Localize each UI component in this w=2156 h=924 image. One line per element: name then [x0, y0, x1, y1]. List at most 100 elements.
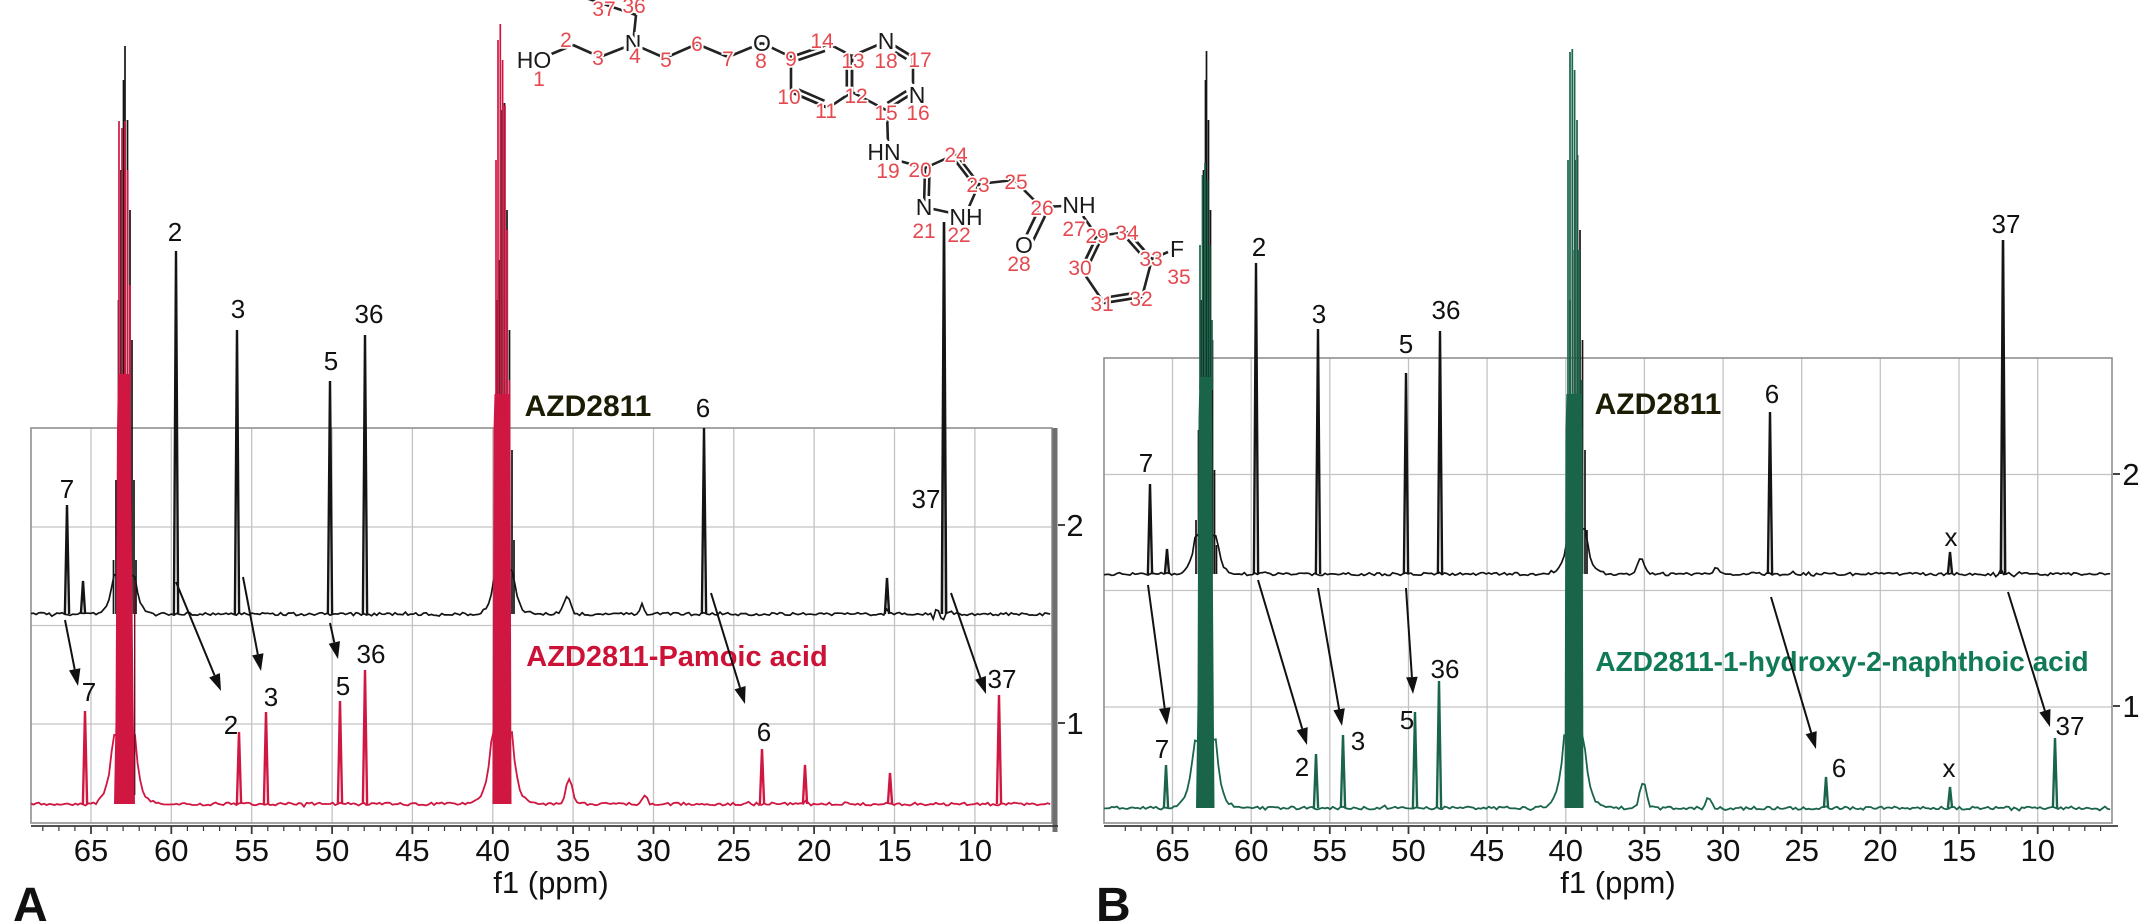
svg-text:7: 7 [722, 48, 734, 71]
svg-text:27: 27 [1062, 218, 1085, 241]
svg-text:36: 36 [622, 0, 645, 18]
svg-text:25: 25 [717, 833, 751, 868]
svg-text:16: 16 [906, 102, 929, 125]
svg-text:7: 7 [1155, 734, 1169, 764]
svg-text:35: 35 [1627, 833, 1661, 868]
svg-text:x: x [1945, 522, 1958, 552]
svg-text:17: 17 [908, 49, 931, 72]
svg-text:33: 33 [1139, 248, 1162, 271]
svg-text:4: 4 [629, 45, 641, 68]
svg-text:10: 10 [2020, 833, 2054, 868]
svg-text:37: 37 [2056, 711, 2085, 741]
svg-text:3: 3 [592, 47, 604, 70]
svg-text:2: 2 [168, 217, 182, 247]
svg-text:37: 37 [592, 0, 615, 21]
svg-text:55: 55 [234, 833, 268, 868]
svg-text:30: 30 [636, 833, 670, 868]
svg-text:N: N [916, 194, 933, 220]
svg-text:2: 2 [1295, 752, 1309, 782]
svg-text:5: 5 [660, 49, 672, 72]
svg-text:6: 6 [1832, 753, 1846, 783]
svg-text:65: 65 [74, 833, 108, 868]
svg-text:60: 60 [154, 833, 188, 868]
svg-text:f1 (ppm): f1 (ppm) [493, 865, 608, 900]
svg-text:18: 18 [874, 50, 897, 73]
svg-text:20: 20 [908, 159, 931, 182]
svg-text:6: 6 [691, 33, 703, 56]
svg-text:8: 8 [755, 50, 767, 73]
svg-text:30: 30 [1706, 833, 1740, 868]
svg-text:N: N [625, 30, 642, 56]
svg-text:6: 6 [1765, 379, 1779, 409]
svg-text:13: 13 [841, 50, 864, 73]
svg-text:3: 3 [1312, 299, 1326, 329]
svg-text:6: 6 [757, 717, 771, 747]
svg-text:6: 6 [696, 393, 710, 423]
svg-text:3: 3 [231, 294, 245, 324]
svg-text:B: B [1096, 879, 1131, 924]
svg-text:32: 32 [1129, 288, 1152, 311]
svg-text:5: 5 [336, 671, 350, 701]
svg-text:30: 30 [1068, 257, 1091, 280]
svg-text:f1 (ppm): f1 (ppm) [1560, 865, 1675, 900]
svg-text:3: 3 [264, 682, 278, 712]
svg-text:O: O [1015, 232, 1033, 258]
svg-text:45: 45 [395, 833, 429, 868]
svg-text:28: 28 [1007, 253, 1030, 276]
svg-text:2: 2 [560, 29, 572, 52]
svg-text:25: 25 [1004, 171, 1027, 194]
svg-text:HN: HN [867, 139, 900, 165]
svg-text:40: 40 [1549, 833, 1583, 868]
svg-text:11: 11 [815, 100, 837, 123]
svg-text:37: 37 [988, 664, 1017, 694]
svg-text:24: 24 [944, 144, 968, 167]
svg-text:HO: HO [517, 47, 552, 73]
svg-text:10: 10 [958, 833, 992, 868]
svg-text:37: 37 [912, 484, 941, 514]
svg-text:37: 37 [1992, 209, 2021, 239]
svg-text:7: 7 [60, 474, 74, 504]
svg-text:5: 5 [1400, 705, 1414, 735]
svg-text:7: 7 [1139, 448, 1153, 478]
svg-text:x: x [1943, 753, 1956, 783]
svg-text:F: F [1170, 236, 1184, 262]
svg-text:1: 1 [1066, 706, 1083, 741]
svg-text:12: 12 [844, 85, 867, 108]
svg-text:35: 35 [1167, 266, 1190, 289]
svg-text:45: 45 [1470, 833, 1504, 868]
svg-text:3: 3 [1351, 726, 1365, 756]
svg-text:31: 31 [1090, 293, 1113, 316]
svg-text:AZD2811: AZD2811 [525, 390, 652, 423]
svg-text:2: 2 [1066, 508, 1083, 543]
svg-text:36: 36 [1431, 654, 1460, 684]
svg-text:21: 21 [912, 220, 935, 243]
svg-text:7: 7 [82, 677, 96, 707]
svg-text:A: A [13, 879, 48, 924]
svg-text:1: 1 [2122, 689, 2139, 724]
svg-text:1: 1 [533, 68, 545, 91]
svg-text:34: 34 [1115, 222, 1139, 245]
svg-text:26: 26 [1030, 197, 1053, 220]
svg-text:2: 2 [1252, 232, 1266, 262]
svg-text:50: 50 [1391, 833, 1425, 868]
svg-text:5: 5 [324, 346, 338, 376]
svg-text:N: N [909, 82, 926, 108]
svg-text:50: 50 [315, 833, 349, 868]
svg-text:60: 60 [1234, 833, 1268, 868]
svg-text:65: 65 [1155, 833, 1189, 868]
svg-text:20: 20 [797, 833, 831, 868]
svg-text:22: 22 [947, 224, 970, 247]
svg-text:N: N [878, 28, 895, 54]
svg-text:AZD2811: AZD2811 [1595, 388, 1722, 421]
svg-text:29: 29 [1085, 225, 1108, 248]
svg-text:10: 10 [777, 86, 800, 109]
svg-text:19: 19 [876, 160, 899, 183]
svg-text:25: 25 [1784, 833, 1818, 868]
svg-text:2: 2 [2122, 457, 2139, 492]
svg-text:O: O [753, 30, 771, 56]
svg-text:5: 5 [1399, 329, 1413, 359]
svg-text:40: 40 [476, 833, 510, 868]
svg-text:9: 9 [785, 48, 797, 71]
svg-text:AZD2811-1-hydroxy-2-naphthoic: AZD2811-1-hydroxy-2-naphthoic acid [1595, 646, 2088, 677]
svg-text:23: 23 [966, 174, 989, 197]
